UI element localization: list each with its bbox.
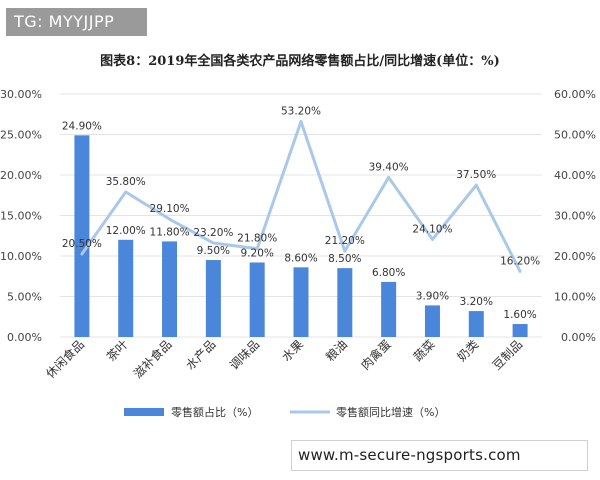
growth-line: [80, 120, 522, 273]
right-tick-label: 10.00%: [554, 291, 596, 304]
category-label: 水产品: [183, 337, 218, 372]
left-tick-label: 15.00%: [0, 210, 42, 223]
bar: [118, 239, 134, 337]
legend: 零售额占比（%） 零售额同比增速（%）: [124, 405, 445, 419]
bar-value-label: 11.80%: [150, 226, 190, 238]
left-tick-label: 10.00%: [0, 250, 42, 263]
bar-value-label: 8.60%: [284, 252, 317, 264]
line-value-label: 16.20%: [500, 255, 540, 267]
bar: [337, 268, 353, 337]
bar-value-label: 9.20%: [241, 247, 274, 259]
legend-bar-label: 零售额占比（%）: [171, 405, 258, 419]
chart-title: 图表8：2019年全国各类农产品网络零售额占比/同比增速(单位：%): [100, 54, 500, 69]
right-tick-label: 50.00%: [554, 129, 596, 142]
category-label: 豆制品: [490, 337, 525, 372]
line-point: [124, 190, 128, 194]
watermark-tag: TG: MYYJJPP: [6, 8, 147, 36]
right-tick-label: 0.00%: [561, 331, 596, 344]
right-tick-label: 30.00%: [554, 210, 596, 223]
line-value-label: 23.20%: [193, 227, 233, 239]
bar: [249, 262, 265, 337]
category-label: 粮油: [322, 337, 350, 365]
line-point: [211, 241, 215, 245]
bar: [74, 135, 90, 337]
left-tick-label: 20.00%: [0, 169, 42, 182]
url-banner: www.m-secure-ngsports.com: [291, 440, 588, 471]
line-point: [387, 175, 391, 179]
category-label: 肉禽蛋: [358, 337, 394, 373]
category-label: 滋补食品: [130, 337, 175, 382]
line-value-label: 29.10%: [150, 203, 190, 215]
line-value-label: 20.50%: [62, 238, 102, 250]
bar: [381, 281, 397, 337]
category-label: 茶叶: [103, 337, 131, 365]
bar-value-label: 3.90%: [416, 290, 449, 302]
left-y-axis: 0.00% 5.00% 10.00% 15.00% 20.00% 25.00% 30.00%: [0, 88, 42, 344]
category-label: 蔬菜: [411, 337, 438, 364]
bar-value-label: 1.60%: [503, 309, 536, 321]
left-tick-label: 0.00%: [7, 331, 42, 344]
bar-series: [74, 135, 528, 337]
line-value-label: 35.80%: [106, 176, 146, 188]
left-tick-label: 25.00%: [0, 129, 42, 142]
line-value-label: 37.50%: [456, 169, 496, 181]
bar-value-label: 24.90%: [62, 120, 102, 132]
line-point: [343, 249, 347, 253]
line-value-label: 39.40%: [369, 161, 409, 173]
left-tick-label: 5.00%: [7, 291, 42, 304]
line-value-label: 24.10%: [412, 223, 452, 235]
legend-line-label: 零售额同比增速（%）: [336, 405, 445, 419]
right-tick-label: 20.00%: [554, 250, 596, 263]
bar-value-label: 6.80%: [372, 267, 405, 279]
x-axis-categories: 休闲食品 茶叶 滋补食品 水产品 调味品 水果 粮油 肉禽蛋 蔬菜 奶类 豆制品: [42, 337, 525, 382]
bar-data-labels: 24.90% 12.00% 11.80% 9.50% 9.20% 8.60% 8.50% 6.…: [62, 120, 537, 321]
bar: [205, 260, 221, 337]
bar: [293, 267, 309, 337]
bar: [468, 311, 484, 337]
line-value-label: 21.20%: [325, 235, 365, 247]
left-tick-label: 30.00%: [0, 88, 42, 101]
bar-value-label: 3.20%: [460, 296, 493, 308]
bar-value-label: 8.50%: [328, 253, 361, 265]
category-label: 休闲食品: [42, 337, 87, 382]
line-point: [255, 247, 259, 251]
category-label: 奶类: [455, 337, 482, 364]
right-y-axis: 0.00% 10.00% 20.00% 30.00% 40.00% 50.00% 60.00…: [554, 88, 596, 344]
line-point: [80, 252, 84, 256]
line-point: [474, 183, 478, 187]
bar: [162, 241, 178, 337]
line-point: [168, 217, 172, 221]
category-label: 调味品: [227, 337, 262, 372]
line-series: [80, 120, 522, 273]
line-point: [430, 237, 434, 241]
bar-value-label: 9.50%: [197, 245, 230, 257]
line-value-label: 21.80%: [237, 233, 277, 245]
line-data-labels: 20.50% 35.80% 29.10%23.20% 21.80% 53.20% 21.2…: [62, 106, 540, 268]
line-value-label: 53.20%: [281, 106, 321, 118]
line-point: [518, 269, 522, 273]
bar-value-label: 12.00%: [106, 225, 146, 237]
bar: [424, 305, 440, 337]
line-point: [299, 120, 303, 124]
right-tick-label: 60.00%: [554, 88, 596, 101]
right-tick-label: 40.00%: [554, 169, 596, 182]
gridlines: [60, 93, 542, 338]
bar: [512, 324, 528, 337]
category-label: 水果: [279, 337, 306, 364]
legend-bar-swatch: [124, 408, 164, 416]
